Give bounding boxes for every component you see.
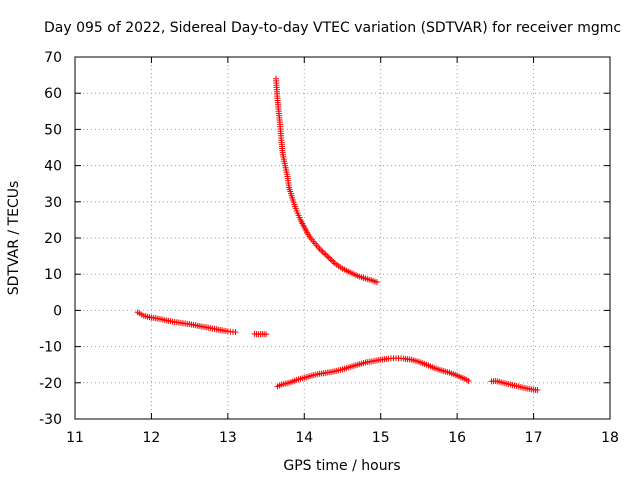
data-point [327,255,334,262]
data-point [324,253,331,260]
y-tick-label: 70 [44,50,62,66]
data-point [318,247,325,254]
x-tick-label: 18 [601,430,619,446]
y-tick-label: 60 [44,86,62,102]
x-tick-label: 12 [143,430,161,446]
x-axis: 11 12 13 14 15 16 17 18 [66,57,619,446]
y-axis: -30 -20 -10 0 10 20 30 40 50 60 70 [39,50,610,428]
x-axis-label: GPS time / hours [283,458,400,474]
y-tick-label: 10 [44,267,62,283]
x-tick-label: 13 [219,430,237,446]
grid [75,57,610,419]
x-tick-label: 17 [525,430,543,446]
y-tick-label: 0 [53,303,62,319]
x-tick-label: 15 [372,430,390,446]
x-tick-label: 14 [295,430,313,446]
y-tick-label: 20 [44,231,62,247]
y-tick-label: 50 [44,122,62,138]
data-point [263,331,270,338]
data-point [328,257,335,264]
data-point [373,279,380,286]
data-point [534,387,541,394]
y-tick-label: 30 [44,195,62,211]
y-axis-label: SDTVAR / TECUs [6,181,22,296]
data-point [325,254,332,261]
data-point [319,248,326,255]
y-tick-label: -30 [39,412,62,428]
y-tick-label: -20 [39,376,62,392]
data-point [465,377,472,384]
x-tick-label: 11 [66,430,84,446]
chart-title: Day 095 of 2022, Sidereal Day-to-day VTE… [44,20,621,36]
data-point [232,329,239,336]
data-points [134,75,541,394]
x-tick-label: 16 [448,430,466,446]
data-point [321,250,328,257]
data-point [330,258,337,265]
y-tick-label: 40 [44,159,62,175]
data-point [322,251,329,258]
y-tick-label: -10 [39,340,62,356]
